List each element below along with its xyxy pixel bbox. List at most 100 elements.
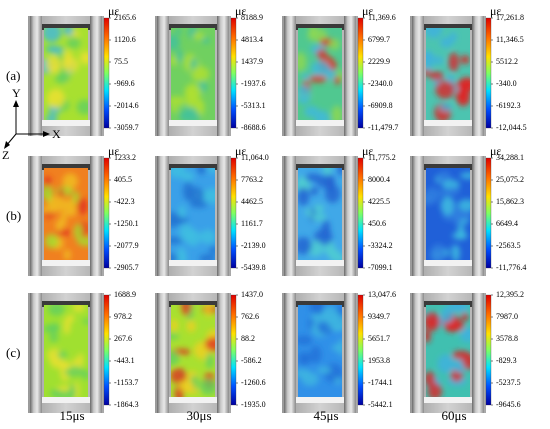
colorbar-tick-label: -8688.6 — [241, 123, 266, 132]
colorbar-tick-label: -1935.0 — [241, 400, 266, 409]
fixture-right — [344, 16, 356, 136]
strain-field — [44, 28, 88, 120]
colorbar-tick-label: 1120.6 — [114, 35, 136, 44]
strain-panel — [282, 16, 365, 136]
colorbar-tick-label: -2139.0 — [241, 241, 266, 250]
fixture-left — [157, 156, 169, 276]
colorbar-tick-label: 1953.8 — [368, 356, 390, 365]
colorbar-tick-label: -586.2 — [241, 356, 262, 365]
colorbar — [103, 157, 110, 269]
strain-field — [44, 168, 88, 260]
x-axis-label: X — [52, 127, 61, 141]
colorbar — [103, 17, 110, 129]
row-label: (c) — [6, 345, 21, 360]
colorbar-tick-label: -9645.6 — [496, 400, 521, 409]
time-label: 30μs — [186, 408, 212, 423]
colorbar-tick-label: -11,776.4 — [496, 263, 527, 272]
strain-field — [171, 168, 215, 260]
colorbar-tick-label: 17,261.8 — [496, 13, 524, 22]
strain-panel — [28, 156, 111, 276]
z-axis-label: Z — [2, 148, 10, 162]
strain-field — [426, 305, 470, 397]
unit-label: με — [235, 4, 247, 18]
fixture-left — [412, 16, 424, 136]
colorbar-tick-label: 9349.7 — [368, 312, 390, 321]
fixture-right — [217, 156, 229, 276]
colorbar-tick-label: 11,775.2 — [368, 153, 396, 162]
colorbar — [357, 157, 364, 269]
strain-panel — [155, 156, 238, 276]
strain-panel — [410, 293, 493, 413]
colorbar-tick-label: 1688.9 — [114, 290, 136, 299]
row-label: (a) — [6, 68, 21, 83]
fixture-right — [472, 156, 484, 276]
fixture-left — [157, 16, 169, 136]
unit-label: με — [108, 4, 120, 18]
colorbar-tick-label: 978.2 — [114, 312, 132, 321]
fixture-right — [472, 16, 484, 136]
specimen-edge — [169, 120, 217, 126]
colorbar-tick-label: 11,064.0 — [241, 153, 269, 162]
colorbar-tick-label: -2563.5 — [496, 241, 521, 250]
colorbar-tick-label: 4813.4 — [241, 35, 263, 44]
strain-panel — [28, 293, 111, 413]
strain-panel — [282, 156, 365, 276]
colorbar-tick-label: 6649.4 — [496, 219, 518, 228]
fixture-right — [90, 16, 102, 136]
colorbar — [357, 17, 364, 129]
strain-field — [44, 305, 88, 397]
strain-field — [298, 305, 342, 397]
fixture-left — [284, 293, 296, 413]
unit-label: με — [235, 144, 247, 158]
strain-panel — [410, 156, 493, 276]
colorbar-tick-label: -1937.6 — [241, 79, 266, 88]
strain-field — [426, 28, 470, 120]
colorbar-tick-label: 7763.2 — [241, 175, 263, 184]
fixture-right — [472, 293, 484, 413]
colorbar-tick-label: -2905.7 — [114, 263, 139, 272]
strain-field — [426, 168, 470, 260]
strain-field — [298, 168, 342, 260]
unit-label: με — [362, 144, 374, 158]
strain-panel — [155, 16, 238, 136]
colorbar-tick-label: -5237.5 — [496, 378, 521, 387]
colorbar-tick-label: 8188.9 — [241, 13, 263, 22]
strain-field — [171, 305, 215, 397]
colorbar-tick-label: -3324.2 — [368, 241, 393, 250]
colorbar-tick-label: 7987.0 — [496, 312, 518, 321]
fixture-left — [30, 293, 42, 413]
specimen-edge — [424, 24, 472, 30]
strain-panel — [155, 293, 238, 413]
fixture-right — [90, 293, 102, 413]
colorbar-tick-label: 13,047.6 — [368, 290, 396, 299]
fixture-left — [412, 293, 424, 413]
specimen-edge — [42, 24, 90, 30]
colorbar-tick-label: -1153.7 — [114, 378, 139, 387]
colorbar — [230, 17, 237, 129]
colorbar-tick-label: -6909.8 — [368, 101, 393, 110]
fixture-left — [30, 16, 42, 136]
colorbar-tick-label: -1744.1 — [368, 378, 393, 387]
specimen-edge — [424, 397, 472, 403]
specimen-edge — [424, 164, 472, 170]
unit-label: με — [108, 144, 120, 158]
colorbar-tick-label: 25,075.2 — [496, 175, 524, 184]
specimen-edge — [169, 397, 217, 403]
time-label: 45μs — [313, 408, 339, 423]
specimen-edge — [424, 301, 472, 307]
row-label: (b) — [6, 208, 22, 223]
colorbar-tick-label: -969.6 — [114, 79, 135, 88]
colorbar-tick-label: 2229.9 — [368, 57, 390, 66]
colorbar — [357, 294, 364, 406]
colorbar-tick-label: -5439.8 — [241, 263, 266, 272]
specimen-edge — [42, 260, 90, 266]
colorbar-tick-label: 1437.9 — [241, 57, 263, 66]
colorbar-tick-label: -2077.9 — [114, 241, 139, 250]
specimen-edge — [42, 120, 90, 126]
colorbar-tick-label: 5651.7 — [368, 334, 390, 343]
fixture-left — [284, 156, 296, 276]
colorbar-tick-label: 34,288.1 — [496, 153, 524, 162]
colorbar-tick-label: -12,044.5 — [496, 123, 527, 132]
colorbar-tick-label: 1437.0 — [241, 290, 263, 299]
colorbar — [485, 157, 492, 269]
